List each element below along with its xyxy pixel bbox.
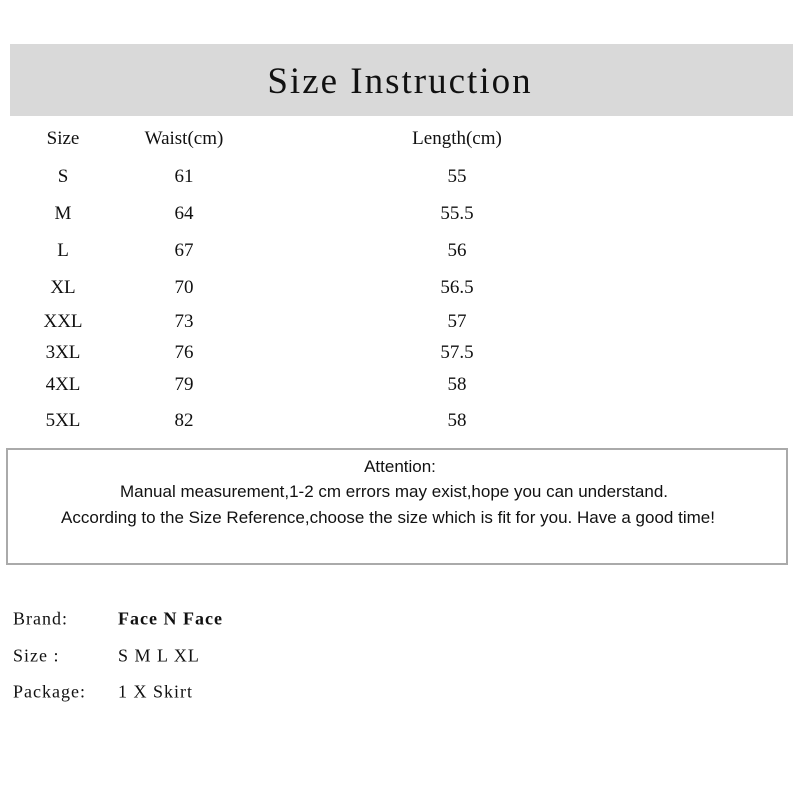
cell-waist: 64 (174, 203, 194, 224)
cell-size: 4XL (45, 374, 81, 395)
header-length: Length(cm) (412, 128, 502, 149)
cell-size: XL (50, 277, 76, 298)
cell-waist: 61 (174, 166, 194, 187)
info-label: Brand: (13, 608, 68, 629)
attention-line-1: Manual measurement,1-2 cm errors may exi… (119, 482, 669, 501)
cell-length: 56.5 (440, 277, 474, 298)
cell-length: 58 (447, 374, 467, 395)
cell-waist: 76 (174, 342, 194, 363)
header-waist: Waist(cm) (144, 128, 224, 149)
cell-size: S (57, 166, 69, 187)
cell-length: 56 (447, 240, 467, 261)
attention-heading: Attention: (364, 457, 436, 476)
cell-waist: 67 (174, 240, 194, 261)
cell-size: 5XL (45, 410, 81, 431)
info-label: Package: (13, 681, 86, 702)
attention-line-2: According to the Size Reference,choose t… (61, 508, 715, 527)
cell-length: 55 (447, 166, 467, 187)
cell-length: 55.5 (440, 203, 474, 224)
info-value: 1 X Skirt (118, 681, 194, 702)
cell-waist: 79 (174, 374, 194, 395)
cell-waist: 70 (174, 277, 194, 298)
info-value: S M L XL (118, 645, 200, 666)
info-value: Face N Face (118, 608, 223, 629)
title-band (10, 44, 793, 116)
attention-box (6, 448, 788, 565)
cell-length: 58 (447, 410, 467, 431)
header-size: Size (46, 128, 80, 149)
cell-length: 57 (447, 311, 467, 332)
page-title: Size Instruction (267, 61, 533, 102)
cell-size: L (57, 240, 69, 261)
cell-size: XXL (43, 311, 83, 332)
cell-length: 57.5 (440, 342, 474, 363)
cell-size: M (54, 203, 72, 224)
cell-waist: 82 (174, 410, 194, 431)
info-label: Size : (13, 645, 60, 666)
cell-waist: 73 (174, 311, 194, 332)
cell-size: 3XL (45, 342, 81, 363)
